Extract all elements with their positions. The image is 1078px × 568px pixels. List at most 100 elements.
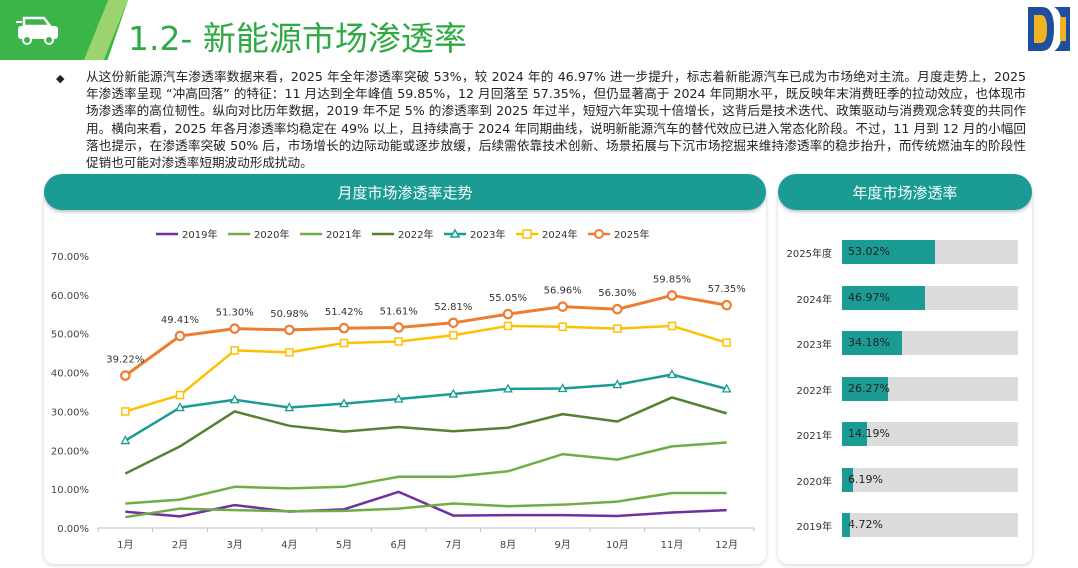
bar-fill bbox=[842, 285, 925, 310]
bar-value-label: 26.27% bbox=[848, 381, 890, 395]
bar-value-label: 46.97% bbox=[848, 290, 890, 304]
legend-label: 2021年 bbox=[326, 228, 361, 241]
data-point bbox=[721, 299, 732, 311]
bar-row: 2020年 6.19% bbox=[786, 467, 1026, 492]
bar-track: 26.27% bbox=[842, 376, 1018, 401]
data-point bbox=[175, 390, 185, 400]
data-point bbox=[229, 323, 240, 334]
bar-track: 14.19% bbox=[842, 422, 1018, 446]
bar-fill bbox=[842, 513, 851, 537]
x-tick-label: 8月 bbox=[500, 539, 516, 551]
x-tick-label: 1月 bbox=[117, 539, 133, 551]
y-tick-label: 50.00% bbox=[51, 330, 89, 341]
series-line-2021年 bbox=[125, 441, 727, 505]
data-point bbox=[174, 330, 186, 342]
y-tick-label: 10.00% bbox=[51, 485, 89, 496]
y-tick-label: 70.00% bbox=[51, 252, 89, 263]
legend-label: 2024年 bbox=[542, 228, 577, 241]
data-point bbox=[393, 393, 404, 403]
data-point bbox=[338, 322, 350, 334]
data-label: 59.85% bbox=[653, 274, 691, 285]
bar-value-label: 14.19% bbox=[848, 427, 890, 440]
bar-fill bbox=[842, 240, 936, 264]
bar-category-label: 2022年 bbox=[796, 385, 832, 397]
bar-row: 2024年 46.97% bbox=[786, 285, 1026, 310]
data-point bbox=[558, 322, 567, 331]
bar-value-label: 6.19% bbox=[848, 472, 883, 486]
page-title: 1.2- 新能源市场渗透率 bbox=[128, 19, 467, 58]
x-tick-label: 4月 bbox=[281, 539, 297, 551]
bar-track: 6.19% bbox=[842, 467, 1018, 492]
data-label: 55.05% bbox=[489, 293, 527, 304]
x-tick-label: 12月 bbox=[715, 539, 738, 551]
bar-category-label: 2024年 bbox=[796, 294, 832, 306]
x-tick-label: 3月 bbox=[226, 539, 242, 551]
bar-track: 53.02% bbox=[842, 240, 1018, 264]
bar-row: 2019年 4.72% bbox=[786, 513, 1026, 537]
data-point bbox=[722, 338, 731, 347]
data-point bbox=[613, 324, 622, 333]
data-point bbox=[612, 379, 623, 389]
bar-fill bbox=[842, 422, 867, 446]
data-point bbox=[393, 322, 404, 333]
data-point bbox=[284, 324, 295, 336]
x-tick-label: 6月 bbox=[390, 539, 406, 551]
x-tick-label: 9月 bbox=[554, 539, 570, 551]
data-point bbox=[666, 290, 678, 301]
data-point bbox=[502, 308, 514, 320]
legend-label: 2020年 bbox=[254, 228, 289, 241]
bar-value-label: 4.72% bbox=[848, 518, 883, 531]
series-line-2020年 bbox=[125, 491, 727, 519]
bar-track: 4.72% bbox=[842, 513, 1018, 537]
line-chart-title: 月度市场渗透率走势 bbox=[44, 174, 766, 210]
y-tick-label: 0.00% bbox=[57, 524, 89, 535]
data-label: 51.42% bbox=[325, 307, 363, 318]
bar-value-label: 53.02% bbox=[848, 245, 890, 258]
legend-marker bbox=[449, 228, 461, 238]
bar-track: 46.97% bbox=[842, 285, 1018, 310]
data-label: 51.61% bbox=[380, 306, 418, 317]
data-point bbox=[120, 435, 131, 445]
y-tick-label: 20.00% bbox=[51, 446, 89, 457]
data-point bbox=[285, 348, 294, 357]
legend-marker bbox=[594, 229, 604, 239]
data-point bbox=[339, 338, 349, 348]
bar-row: 2021年 14.19% bbox=[786, 422, 1026, 446]
data-label: 51.30% bbox=[216, 308, 254, 319]
bar-fill bbox=[842, 331, 903, 355]
bar-row: 2023年 34.18% bbox=[786, 331, 1026, 355]
data-point bbox=[448, 317, 459, 329]
data-point bbox=[557, 383, 568, 393]
legend-label: 2023年 bbox=[470, 228, 505, 241]
bar-chart-title: 年度市场渗透率 bbox=[778, 174, 1032, 210]
bar-fill bbox=[842, 376, 889, 401]
y-tick-label: 30.00% bbox=[51, 407, 89, 418]
line-chart: 0.00% 10.00% 20.00% 30.00% 40.00% 50.00% 60.00… bbox=[51, 228, 755, 551]
data-point bbox=[121, 407, 130, 416]
data-point bbox=[229, 394, 240, 404]
legend-label: 2019年 bbox=[182, 228, 217, 241]
x-tick-label: 2月 bbox=[172, 539, 188, 551]
x-tick-label: 5月 bbox=[336, 539, 352, 551]
series-line-2022年 bbox=[124, 396, 728, 475]
bar-category-label: 2021年 bbox=[796, 431, 832, 442]
data-label: 39.22% bbox=[106, 355, 144, 366]
x-tick-label: 7月 bbox=[445, 539, 461, 551]
brand-logo-icon bbox=[1028, 7, 1070, 51]
series-line-2023年 bbox=[124, 373, 727, 442]
data-point bbox=[284, 402, 295, 412]
x-tick-label: 10月 bbox=[606, 539, 629, 551]
legend-label: 2022年 bbox=[398, 228, 433, 241]
data-point bbox=[394, 337, 403, 346]
data-label: 56.30% bbox=[598, 288, 636, 299]
data-point bbox=[503, 321, 513, 331]
data-label: 49.41% bbox=[161, 315, 199, 326]
data-label: 52.81% bbox=[434, 302, 472, 313]
data-label: 57.35% bbox=[708, 284, 746, 295]
summary-paragraph: 从这份新能源汽车渗透率数据来看，2025 年全年渗透率突破 53%，较 2024… bbox=[86, 69, 1026, 171]
series-line-2019年 bbox=[125, 490, 727, 518]
legend-marker bbox=[522, 229, 532, 239]
bar-category-label: 2020年 bbox=[796, 476, 832, 488]
diamond-bullet-icon: ◆ bbox=[56, 72, 65, 85]
data-point bbox=[721, 383, 732, 393]
